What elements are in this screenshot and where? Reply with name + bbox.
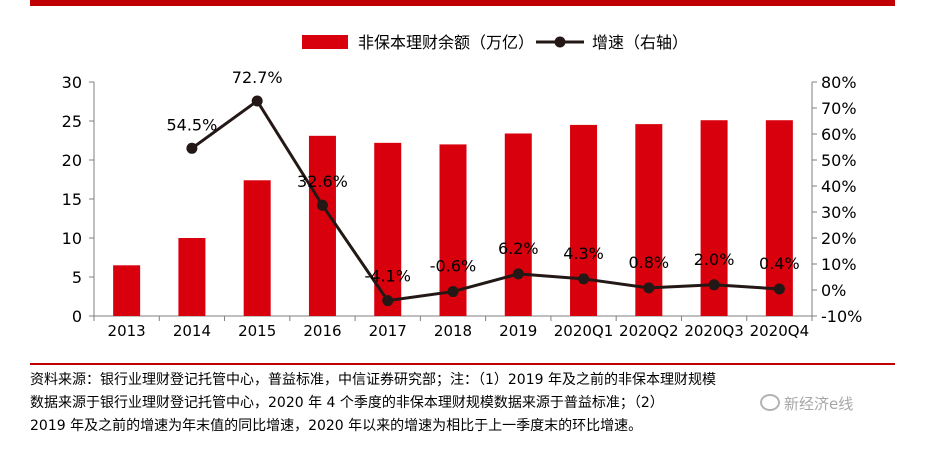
bar — [178, 238, 206, 316]
right-tick-label: 10% — [821, 255, 857, 274]
x-tick-label: 2014 — [173, 322, 211, 340]
growth-data-label: 2.0% — [694, 250, 735, 269]
note-line-3: 2019 年及之前的增速为年末值的同比增速，2020 年以来的增速为相比于上一季… — [30, 418, 643, 434]
right-tick-label: 20% — [821, 229, 857, 248]
legend-line-label: 增速（右轴） — [592, 33, 688, 52]
growth-data-label: 32.6% — [297, 172, 348, 191]
right-tick-label: -10% — [821, 307, 862, 326]
right-tick-label: 0% — [821, 281, 846, 300]
growth-point — [512, 268, 524, 280]
x-tick-label: 2019 — [499, 322, 537, 340]
bar — [243, 180, 271, 316]
x-tick-label: 2015 — [238, 322, 276, 340]
watermark-text: 新经济e线 — [784, 395, 854, 413]
left-tick-label: 10 — [62, 229, 82, 248]
note-line-1: 资料来源：银行业理财登记托管中心，普益标准，中信证券研究部；注：（1）2019 … — [30, 372, 716, 388]
growth-point — [773, 283, 785, 295]
x-tick-label: 2020Q3 — [684, 322, 744, 340]
growth-point — [708, 279, 720, 291]
left-tick-label: 15 — [62, 190, 82, 209]
growth-data-label: 72.7% — [232, 68, 283, 87]
x-tick-label: 2020Q4 — [750, 322, 810, 340]
x-tick-label: 2020Q2 — [619, 322, 679, 340]
x-tick-label: 2013 — [108, 322, 146, 340]
watermark: 新经济e线 — [760, 393, 853, 414]
right-tick-label: 30% — [821, 203, 857, 222]
combo-chart: 0 5 10 15 20 25 30 -10% 0% 10% 20% 30% 40% 50% 60% 70% 8… — [62, 33, 863, 340]
bar — [374, 142, 402, 316]
right-tick-label: 60% — [821, 125, 857, 144]
bar — [504, 133, 532, 316]
growth-point — [316, 199, 328, 211]
x-tick-label: 2017 — [369, 322, 407, 340]
growth-data-label: 6.2% — [498, 239, 539, 258]
growth-data-label: -0.6% — [430, 257, 476, 276]
growth-data-label: 0.8% — [628, 253, 669, 272]
right-tick-label: 50% — [821, 151, 857, 170]
legend-line-marker — [554, 36, 566, 48]
growth-data-label: 4.3% — [563, 244, 604, 263]
left-tick-label: 25 — [62, 112, 82, 131]
bar — [570, 124, 598, 317]
growth-point — [578, 273, 590, 285]
left-tick-label: 30 — [62, 73, 82, 92]
right-tick-label: 40% — [821, 177, 857, 196]
note-line-2: 数据来源于银行业理财登记托管中心，2020 年 4 个季度的非保本理财规模数据来… — [30, 395, 664, 411]
left-tick-label: 0 — [72, 307, 82, 326]
legend-bar-swatch — [302, 35, 348, 49]
growth-point — [643, 282, 655, 294]
growth-line — [191, 98, 780, 303]
x-tick-label: 2018 — [434, 322, 472, 340]
bar — [113, 265, 141, 316]
wechat-icon — [760, 394, 780, 411]
left-tick-label: 5 — [72, 268, 82, 287]
bar — [765, 120, 793, 316]
right-tick-label: 80% — [821, 73, 857, 92]
growth-data-label: -4.1% — [365, 267, 411, 286]
legend-bar-label: 非保本理财余额（万亿） — [358, 33, 534, 52]
growth-point — [447, 286, 459, 298]
source-note: 资料来源：银行业理财登记托管中心，普益标准，中信证券研究部；注：（1）2019 … — [30, 369, 910, 438]
growth-point — [186, 142, 198, 154]
left-tick-label: 20 — [62, 151, 82, 170]
right-tick-label: 70% — [821, 99, 857, 118]
source-rule — [30, 363, 895, 365]
x-tick-label: 2016 — [303, 322, 341, 340]
top-rule — [30, 0, 895, 6]
bar — [308, 135, 336, 316]
growth-point — [251, 95, 263, 107]
growth-data-label: 54.5% — [166, 115, 217, 134]
x-tick-label: 2020Q1 — [554, 322, 614, 340]
growth-data-label: 0.4% — [759, 254, 800, 273]
growth-point — [382, 295, 394, 307]
